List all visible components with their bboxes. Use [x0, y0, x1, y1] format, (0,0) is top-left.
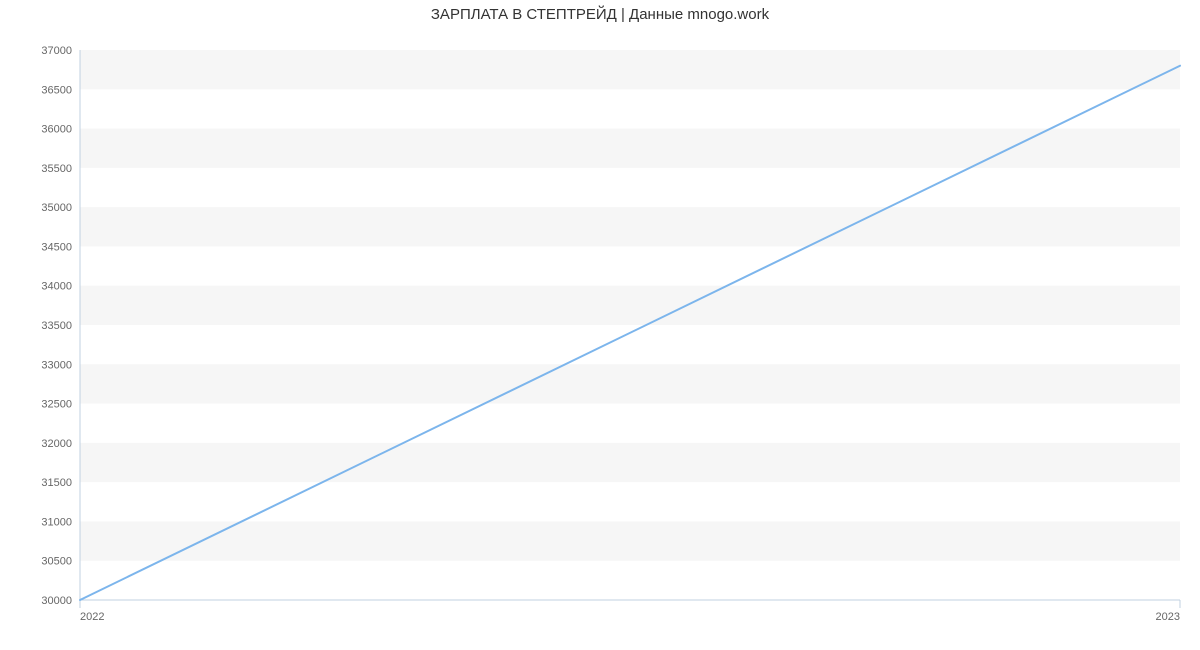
plot-band — [80, 364, 1180, 403]
y-tick-label: 32500 — [41, 399, 72, 411]
x-tick-label: 2022 — [80, 611, 104, 623]
y-tick-label: 32000 — [41, 438, 72, 450]
y-tick-label: 33500 — [41, 320, 72, 332]
plot-band — [80, 286, 1180, 325]
plot-band — [80, 443, 1180, 482]
chart-title: ЗАРПЛАТА В СТЕПТРЕЙД | Данные mnogo.work — [0, 6, 1200, 23]
chart-container: ЗАРПЛАТА В СТЕПТРЕЙД | Данные mnogo.work… — [0, 0, 1200, 650]
chart-svg: 30000 30500 31000 31500 32000 32500 33000 33500… — [0, 0, 1200, 650]
y-tick-label: 36000 — [41, 124, 72, 136]
y-tick-label: 30500 — [41, 556, 72, 568]
plot-band — [80, 207, 1180, 246]
y-tick-label: 31500 — [41, 477, 72, 489]
plot-band — [80, 129, 1180, 168]
plot-band — [80, 521, 1180, 560]
x-tick-label: 2023 — [1156, 611, 1180, 623]
y-tick-label: 35000 — [41, 202, 72, 214]
y-tick-label: 36500 — [41, 84, 72, 96]
y-tick-label: 31000 — [41, 516, 72, 528]
y-tick-label: 34000 — [41, 281, 72, 293]
y-tick-label: 34500 — [41, 241, 72, 253]
y-tick-label: 37000 — [41, 45, 72, 57]
y-tick-label: 35500 — [41, 163, 72, 175]
y-tick-label: 33000 — [41, 359, 72, 371]
y-tick-label: 30000 — [41, 595, 72, 607]
plot-band — [80, 50, 1180, 89]
